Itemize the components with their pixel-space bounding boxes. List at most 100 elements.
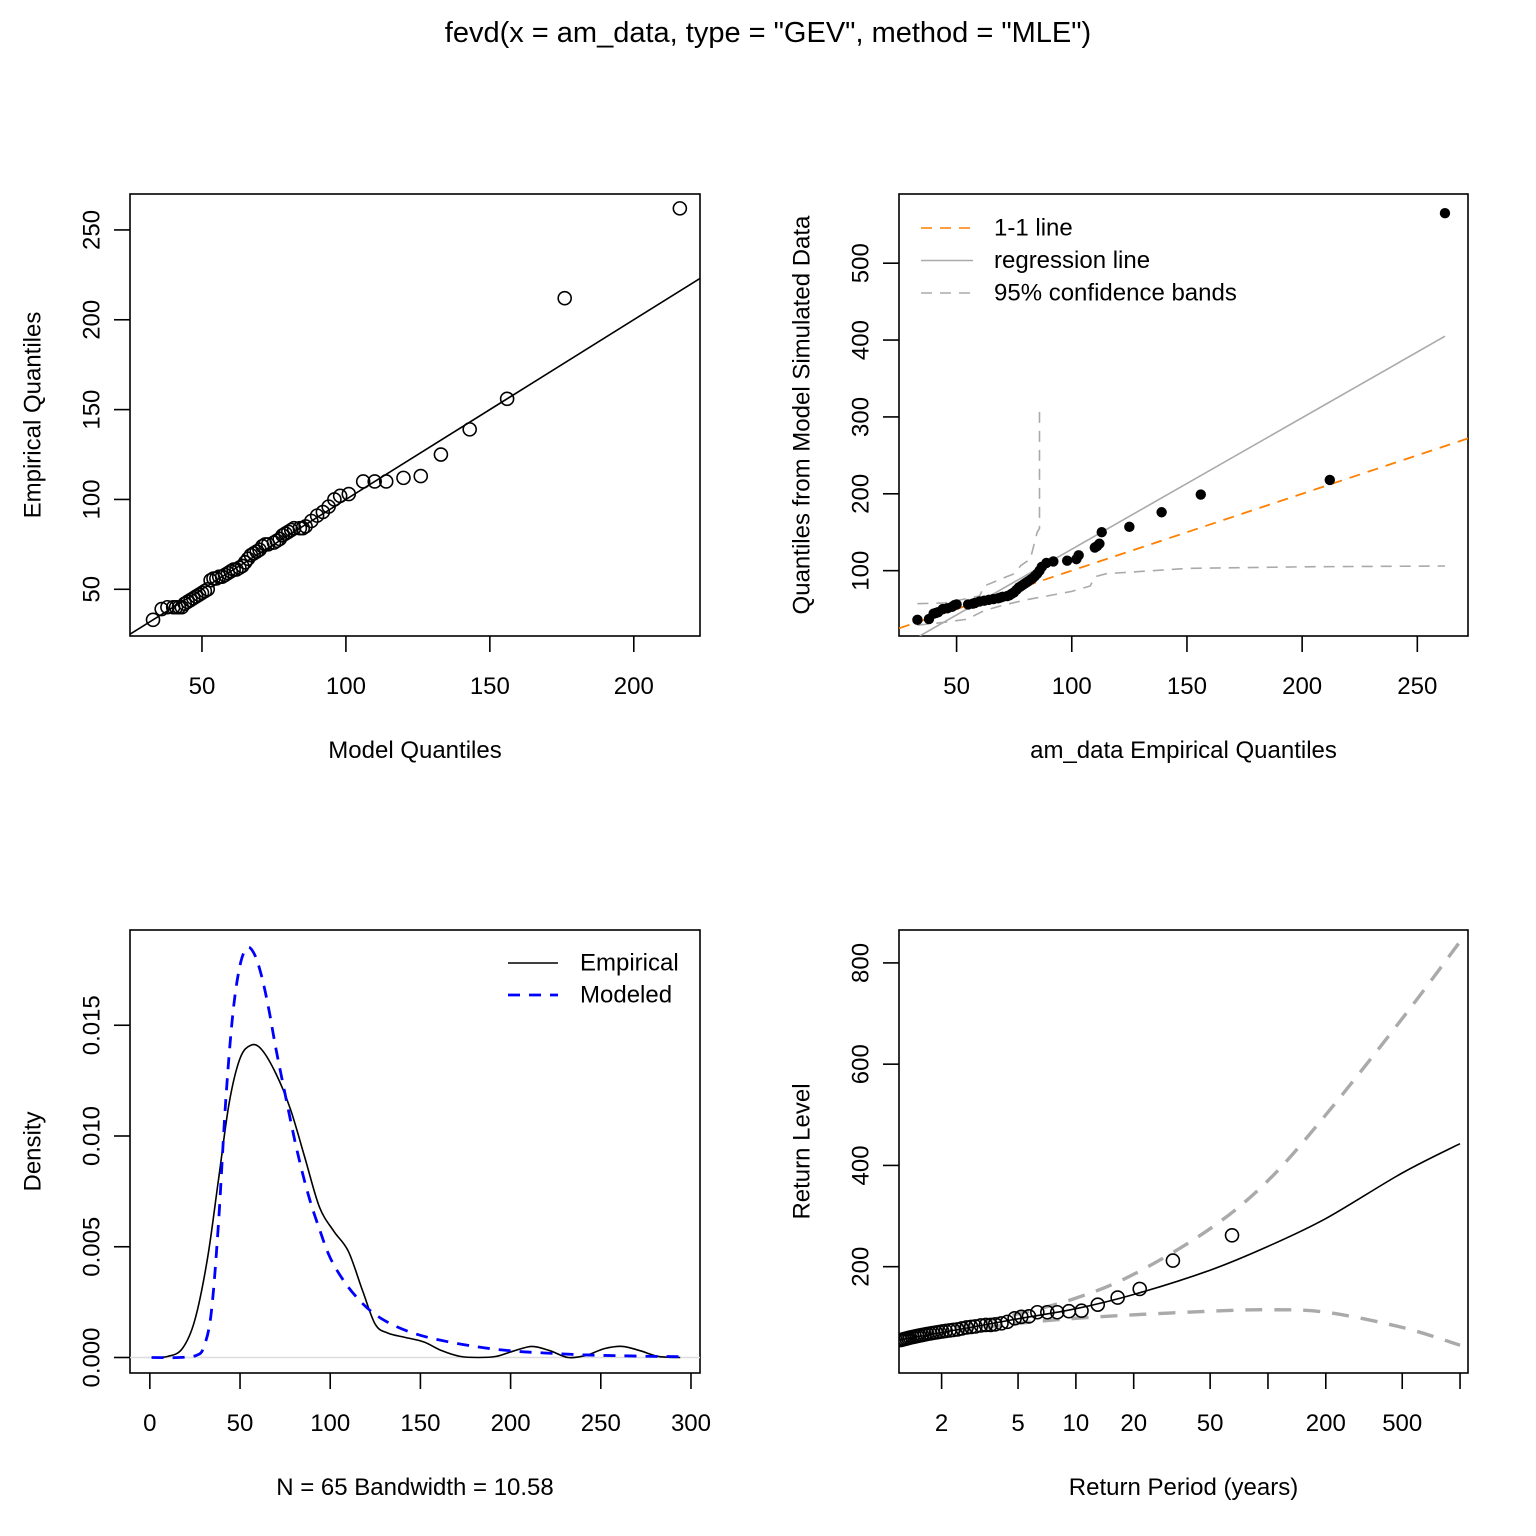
ci-lower-band <box>917 565 1446 626</box>
x-tick-label: 100 <box>310 1410 350 1437</box>
plot-frame <box>129 929 701 1374</box>
x-tick-label: 50 <box>943 673 970 700</box>
x-axis-label: Return Period (years) <box>1069 1474 1298 1501</box>
y-tick-label: 100 <box>79 479 106 519</box>
lower-ci-line <box>899 1307 1461 1347</box>
y-axis-label: Quantiles from Model Simulated Data <box>789 215 816 615</box>
y-tick-label: 0.010 <box>79 1106 106 1166</box>
data-point <box>973 1318 989 1333</box>
y-tick-label: 300 <box>848 397 875 437</box>
data-point <box>994 1316 1009 1331</box>
y-tick-label: 400 <box>848 1145 875 1185</box>
y-tick-label: 400 <box>848 320 875 360</box>
ci-upper-band <box>917 406 1041 605</box>
return-level-line <box>899 1142 1461 1341</box>
data-point <box>1195 489 1206 500</box>
data-point <box>1030 1304 1045 1320</box>
y-tick-label: 250 <box>78 210 105 250</box>
y-tick-label: 200 <box>79 300 106 340</box>
data-point <box>1124 521 1135 533</box>
x-tick-label: 500 <box>1382 1410 1422 1437</box>
data-point <box>1094 538 1105 549</box>
modeled-density-line <box>151 945 681 1360</box>
data-point <box>963 1319 979 1335</box>
data-point <box>1224 1227 1240 1243</box>
data-point <box>557 290 572 306</box>
data-point <box>332 488 348 504</box>
data-point <box>499 391 515 407</box>
legend-label: 95% confidence bands <box>994 280 1237 307</box>
x-tick-label: 250 <box>581 1410 621 1437</box>
panel-density: 0 50 100 150 200 250 300 0.000 0.005 0.010 0.015 N … <box>20 929 711 1501</box>
x-tick-label: 50 <box>1197 1410 1224 1437</box>
data-point <box>1110 1290 1125 1305</box>
data-point <box>355 474 371 489</box>
x-tick-label: 50 <box>227 1410 254 1437</box>
data-point <box>367 474 382 489</box>
data-point <box>672 201 688 216</box>
x-axis-label: N = 65 Bandwidth = 10.58 <box>276 1474 554 1501</box>
x-tick-label: 250 <box>1397 673 1437 700</box>
data-point <box>1040 1304 1055 1320</box>
x-tick-label: 150 <box>1167 673 1207 700</box>
data-point <box>1439 208 1451 219</box>
x-tick-label: 200 <box>614 673 654 700</box>
y-axis-label: Return Level <box>789 1083 816 1219</box>
data-point <box>413 468 429 484</box>
panel-qq-simulated: 50 100 150 200 250 100 200 300 400 500 am_data Emp… <box>789 193 1469 764</box>
data-point <box>283 522 299 538</box>
data-point <box>154 601 169 617</box>
data-point <box>945 1322 961 1338</box>
x-axis-label: Model Quantiles <box>328 737 501 764</box>
panel-return-level: 2 5 10 20 50 200 500 200 400 600 800 Return Period … <box>789 929 1469 1501</box>
legend-label: Empirical <box>580 950 679 977</box>
data-point <box>1165 1253 1181 1268</box>
y-tick-label: 50 <box>79 576 106 603</box>
data-point <box>160 599 175 615</box>
data-point <box>983 1317 998 1333</box>
plot-frame <box>129 193 701 637</box>
data-point <box>1073 550 1084 561</box>
x-tick-label: 200 <box>1306 1410 1346 1437</box>
y-axis-label: Density <box>20 1111 47 1191</box>
data-point <box>260 537 276 552</box>
data-point <box>1090 1297 1106 1312</box>
x-tick-label: 20 <box>1120 1410 1147 1437</box>
data-point <box>1156 507 1167 518</box>
y-tick-label: 600 <box>848 1044 875 1084</box>
regression-line <box>919 335 1446 636</box>
legend-label: Modeled <box>580 982 672 1009</box>
data-point <box>1049 1304 1065 1320</box>
x-tick-label: 0 <box>143 1410 156 1437</box>
y-tick-label: 0.005 <box>79 1217 106 1277</box>
y-tick-label: 100 <box>848 551 875 591</box>
data-point <box>378 474 394 489</box>
legend-label: 1-1 line <box>994 215 1073 242</box>
data-point <box>145 612 161 628</box>
data-point <box>951 599 962 610</box>
x-tick-label: 100 <box>1052 673 1092 700</box>
x-tick-label: 10 <box>1063 1410 1090 1437</box>
x-tick-label: 2 <box>935 1410 948 1437</box>
data-point <box>968 1319 983 1334</box>
x-tick-label: 200 <box>1282 673 1322 700</box>
x-tick-label: 150 <box>400 1410 440 1437</box>
data-point <box>209 571 224 586</box>
x-tick-label: 200 <box>491 1410 531 1437</box>
y-tick-label: 0.000 <box>79 1327 106 1387</box>
plot-frame <box>898 929 1469 1374</box>
data-point <box>1074 1303 1089 1319</box>
y-tick-label: 0.015 <box>79 995 106 1055</box>
x-tick-label: 100 <box>326 673 366 700</box>
x-tick-label: 50 <box>189 673 216 700</box>
y-tick-label: 800 <box>848 943 875 983</box>
x-axis-label: am_data Empirical Quantiles <box>1030 737 1337 764</box>
x-tick-label: 150 <box>470 673 510 700</box>
y-tick-label: 200 <box>848 474 875 514</box>
data-point <box>1000 1314 1015 1330</box>
data-point <box>1132 1281 1148 1297</box>
data-point <box>286 520 302 536</box>
empirical-density-line <box>151 1043 681 1359</box>
data-point <box>295 520 311 536</box>
